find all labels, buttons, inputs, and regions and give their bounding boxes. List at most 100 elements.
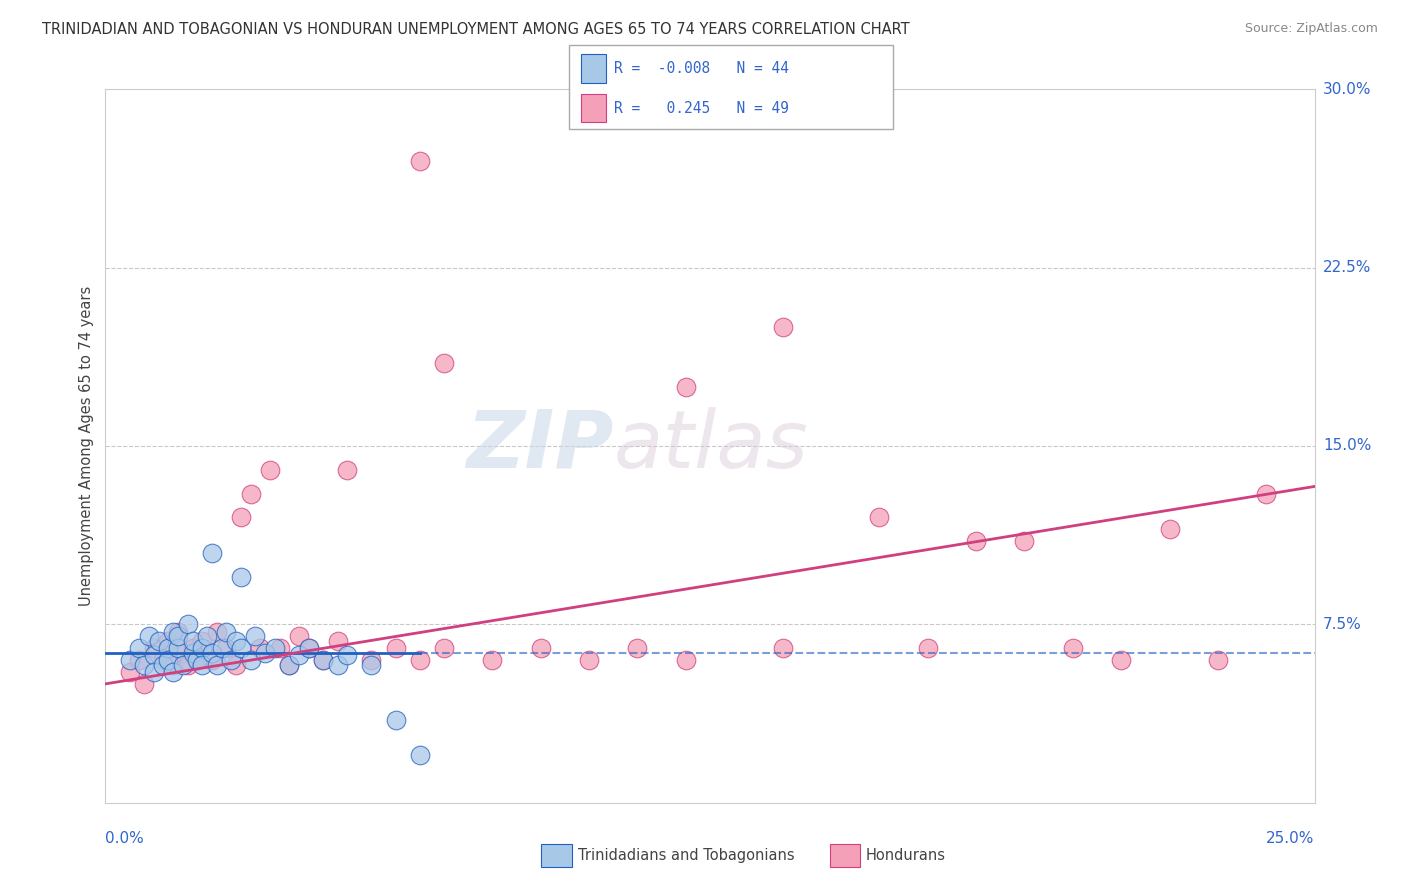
Point: [152, 657, 174, 672]
Point: [409, 748, 432, 763]
Text: 15.0%: 15.0%: [1323, 439, 1371, 453]
Point: [181, 646, 204, 660]
Point: [263, 641, 285, 656]
Text: Hondurans: Hondurans: [866, 848, 946, 863]
Point: [205, 624, 228, 639]
Text: 0.0%: 0.0%: [105, 831, 145, 847]
Text: R =  -0.008   N = 44: R = -0.008 N = 44: [614, 61, 789, 76]
Point: [157, 641, 180, 656]
Point: [134, 677, 156, 691]
Text: ZIP: ZIP: [465, 407, 613, 485]
Point: [148, 634, 170, 648]
Point: [181, 641, 204, 656]
Point: [167, 629, 190, 643]
Point: [186, 653, 208, 667]
Point: [1062, 641, 1084, 656]
Point: [269, 641, 291, 656]
Point: [1014, 534, 1036, 549]
Point: [229, 570, 252, 584]
Point: [167, 624, 190, 639]
Point: [360, 657, 382, 672]
Point: [167, 641, 190, 656]
Point: [225, 657, 247, 672]
Point: [917, 641, 939, 656]
Text: 7.5%: 7.5%: [1323, 617, 1361, 632]
Text: 30.0%: 30.0%: [1323, 82, 1371, 96]
Point: [181, 634, 204, 648]
Point: [1206, 653, 1229, 667]
Point: [201, 546, 224, 560]
Point: [128, 653, 150, 667]
Point: [191, 634, 214, 648]
Point: [201, 646, 224, 660]
Point: [172, 657, 194, 672]
Point: [176, 657, 198, 672]
Point: [191, 641, 214, 656]
Point: [172, 646, 194, 660]
Text: Source: ZipAtlas.com: Source: ZipAtlas.com: [1244, 22, 1378, 36]
Point: [138, 629, 160, 643]
Point: [360, 653, 382, 667]
Point: [157, 634, 180, 648]
Point: [239, 653, 262, 667]
Point: [868, 510, 890, 524]
Point: [201, 653, 224, 667]
Point: [259, 463, 281, 477]
Point: [326, 657, 349, 672]
Point: [326, 634, 349, 648]
Point: [297, 641, 319, 656]
Point: [433, 641, 456, 656]
Point: [965, 534, 987, 549]
Point: [297, 641, 319, 656]
Point: [142, 665, 165, 679]
Text: 22.5%: 22.5%: [1323, 260, 1371, 275]
Point: [772, 641, 794, 656]
Point: [254, 646, 277, 660]
Point: [229, 641, 252, 656]
Point: [152, 653, 174, 667]
Point: [195, 629, 218, 643]
Point: [312, 653, 335, 667]
Point: [278, 657, 301, 672]
Point: [384, 713, 406, 727]
Point: [186, 653, 208, 667]
Point: [118, 665, 141, 679]
Point: [211, 641, 233, 656]
Point: [409, 153, 432, 168]
Point: [134, 657, 156, 672]
Point: [626, 641, 648, 656]
Point: [578, 653, 600, 667]
Text: TRINIDADIAN AND TOBAGONIAN VS HONDURAN UNEMPLOYMENT AMONG AGES 65 TO 74 YEARS CO: TRINIDADIAN AND TOBAGONIAN VS HONDURAN U…: [42, 22, 910, 37]
Point: [1256, 486, 1278, 500]
Point: [215, 641, 238, 656]
Point: [481, 653, 503, 667]
Point: [128, 641, 150, 656]
Text: Trinidadians and Tobagonians: Trinidadians and Tobagonians: [578, 848, 794, 863]
Point: [215, 624, 238, 639]
Point: [162, 657, 184, 672]
Point: [205, 657, 228, 672]
Point: [162, 624, 184, 639]
Point: [336, 648, 359, 663]
Point: [157, 653, 180, 667]
Point: [245, 629, 267, 643]
Point: [162, 665, 184, 679]
Point: [675, 379, 697, 393]
Point: [409, 653, 432, 667]
Point: [176, 617, 198, 632]
Point: [191, 657, 214, 672]
Point: [1109, 653, 1132, 667]
Point: [142, 648, 165, 663]
Point: [1159, 522, 1181, 536]
Point: [288, 648, 311, 663]
Point: [249, 641, 271, 656]
Point: [772, 320, 794, 334]
Point: [278, 657, 301, 672]
Point: [530, 641, 553, 656]
Text: atlas: atlas: [613, 407, 808, 485]
Text: R =   0.245   N = 49: R = 0.245 N = 49: [614, 101, 789, 116]
Point: [312, 653, 335, 667]
Point: [118, 653, 141, 667]
Point: [219, 653, 242, 667]
Point: [384, 641, 406, 656]
